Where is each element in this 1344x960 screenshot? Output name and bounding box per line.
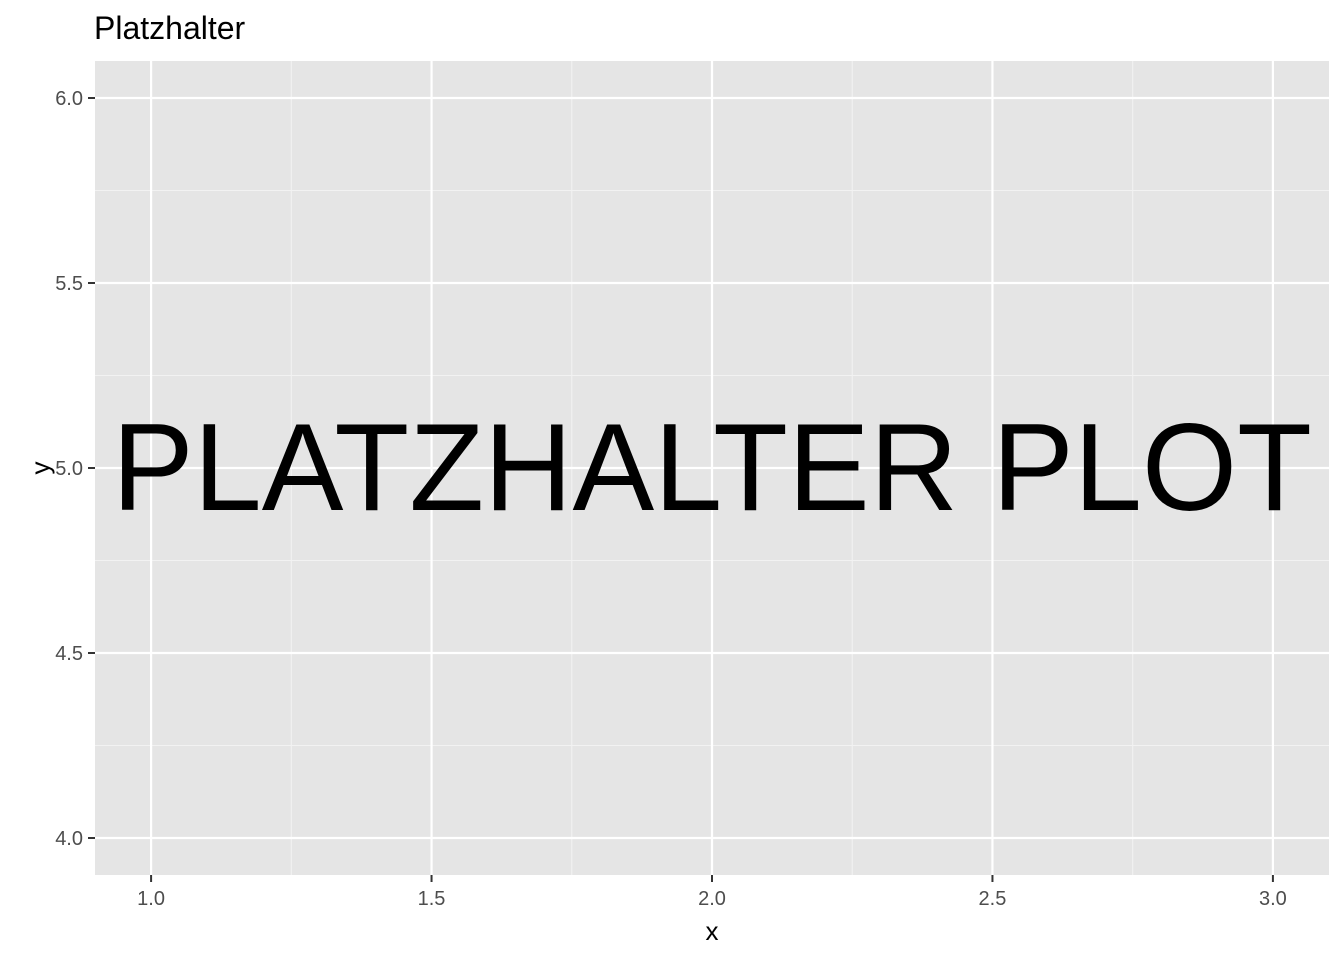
major-gridlines bbox=[95, 61, 1329, 875]
y-tick-label: 6.0 bbox=[55, 88, 83, 110]
chart-title: Platzhalter bbox=[94, 10, 246, 46]
y-axis: 4.0 4.5 5.0 5.5 6.0 bbox=[55, 88, 95, 850]
y-tick-label: 5.5 bbox=[55, 273, 83, 295]
x-axis: 1.0 1.5 2.0 2.5 3.0 bbox=[137, 875, 1287, 910]
x-tick-label: 2.0 bbox=[698, 888, 726, 910]
y-tick-label: 5.0 bbox=[55, 458, 83, 480]
x-tick-label: 3.0 bbox=[1259, 888, 1287, 910]
x-tick-label: 1.0 bbox=[137, 888, 165, 910]
x-axis-title: x bbox=[706, 916, 719, 946]
x-tick-label: 1.5 bbox=[418, 888, 446, 910]
y-tick-label: 4.0 bbox=[55, 828, 83, 850]
x-tick-label: 2.5 bbox=[979, 888, 1007, 910]
y-tick-label: 4.5 bbox=[55, 643, 83, 665]
y-axis-title: y bbox=[25, 462, 55, 475]
placeholder-annotation: PLATZHALTER PLOT bbox=[112, 399, 1312, 537]
